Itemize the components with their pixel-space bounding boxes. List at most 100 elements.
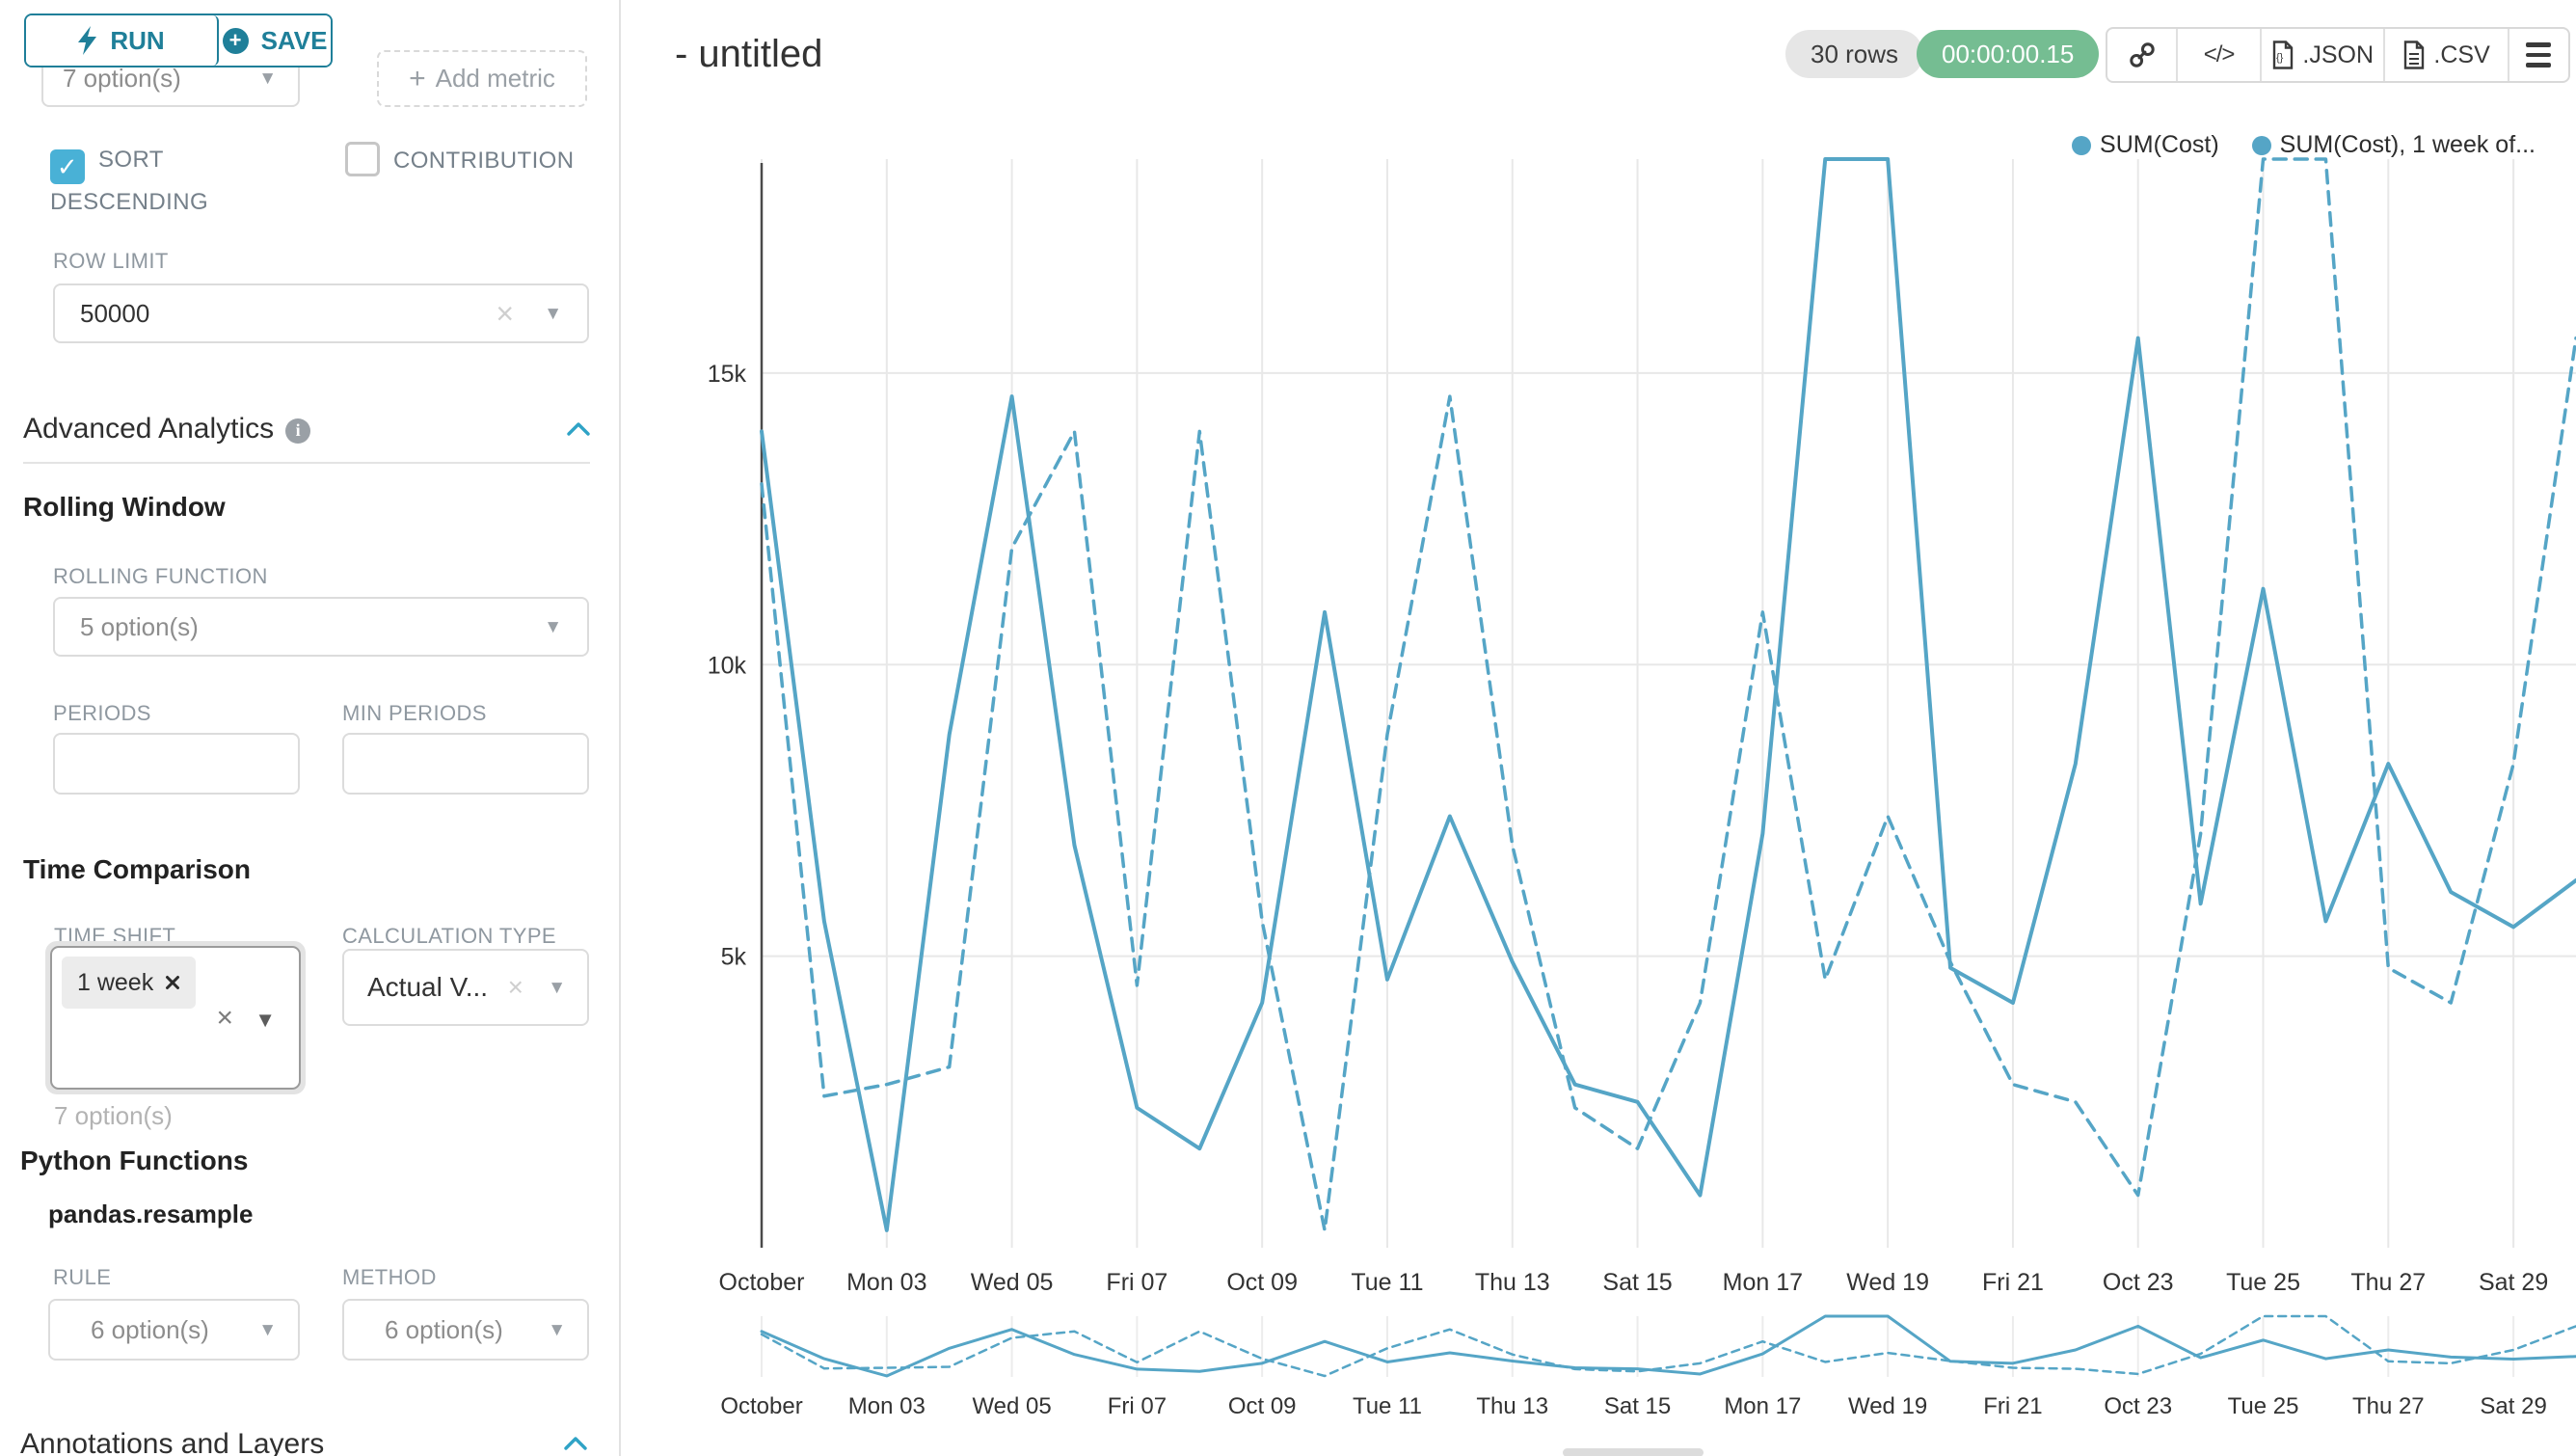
mini-x-axis-tick-label: Sat 15 (1604, 1393, 1671, 1419)
add-metric-label: Add metric (435, 64, 555, 93)
chevron-down-icon: ▼ (544, 616, 562, 637)
info-icon[interactable]: i (285, 418, 311, 444)
query-timer-badge: 00:00:00.15 (1917, 30, 2100, 78)
contribution-checkbox-row[interactable]: CONTRIBUTION (345, 142, 605, 179)
annotations-layers-header[interactable]: Annotations and Layers (20, 1428, 325, 1456)
chevron-down-icon[interactable]: ▼ (255, 1008, 276, 1032)
clear-icon[interactable]: × (507, 972, 523, 1002)
legend-label: SUM(Cost), 1 week of... (2279, 131, 2536, 158)
legend-dot-icon (2072, 135, 2092, 155)
copy-link-button[interactable] (2107, 29, 2179, 81)
embed-code-button[interactable]: </> (2178, 29, 2263, 81)
code-icon: </> (2203, 41, 2236, 67)
export-json-button[interactable]: {} .JSON (2262, 29, 2386, 81)
remove-tag-icon[interactable] (165, 975, 180, 990)
periods-input[interactable] (53, 733, 300, 795)
save-button[interactable]: + SAVE (219, 15, 331, 66)
link-icon (2129, 42, 2155, 67)
row-limit-select[interactable]: 50000 × ▼ (53, 283, 589, 343)
clear-icon[interactable]: × (216, 1002, 233, 1034)
sort-descending-label: SORT DESCENDING (50, 147, 209, 215)
collapse-chevron-up-icon[interactable] (564, 1437, 587, 1450)
time-shift-focus-ring: 1 week × ▼ (45, 941, 306, 1094)
mini-x-axis-tick-label: October (720, 1393, 802, 1419)
chart-title[interactable]: - untitled (675, 33, 823, 75)
horizontal-scrollbar-thumb[interactable] (1563, 1448, 1704, 1456)
chevron-down-icon: ▼ (548, 1319, 566, 1340)
control-panel: RUN + SAVE 7 option(s) ▼ + Add metric ✓ S… (0, 0, 621, 1456)
more-options-button[interactable] (2509, 29, 2568, 81)
mini-x-axis-tick-label: Oct 23 (2104, 1393, 2172, 1419)
x-axis-tick-label: Oct 09 (1226, 1269, 1298, 1296)
time-shift-multiselect[interactable]: 1 week × ▼ (50, 946, 301, 1090)
time-shift-tag-label: 1 week (77, 968, 154, 996)
x-axis-tick-label: Tue 25 (2226, 1269, 2300, 1296)
x-axis-tick-label: Mon 03 (846, 1269, 926, 1296)
advanced-analytics-header[interactable]: Advanced Analytics i (23, 413, 311, 445)
mini-x-axis-tick-label: Mon 03 (848, 1393, 926, 1419)
collapse-chevron-up-icon[interactable] (567, 422, 590, 436)
chevron-down-icon: ▼ (548, 977, 566, 998)
y-axis-tick-label: 15k (708, 361, 747, 388)
mini-series-line-dashed (760, 1314, 2576, 1378)
mini-x-axis-tick-label: Fri 21 (1983, 1393, 2042, 1419)
rolling-function-value: 5 option(s) (80, 611, 199, 641)
svg-text:{}: {} (2276, 52, 2284, 64)
lightning-icon (78, 26, 97, 55)
json-file-icon: {} (2273, 40, 2294, 69)
row-limit-label: ROW LIMIT (53, 249, 169, 273)
x-axis-tick-label: Tue 11 (1351, 1269, 1423, 1296)
rule-value: 6 option(s) (91, 1314, 209, 1344)
pandas-resample-label: pandas.resample (48, 1200, 254, 1228)
calculation-type-select[interactable]: Actual V... × ▼ (342, 949, 589, 1026)
advanced-analytics-title: Advanced Analytics (23, 413, 275, 445)
export-csv-button[interactable]: .CSV (2385, 29, 2509, 81)
y-axis-tick-label: 10k (708, 652, 747, 679)
add-metric-button[interactable]: + Add metric (377, 50, 587, 107)
calculation-type-value: Actual V... (367, 972, 489, 1002)
plus-icon: + (409, 62, 426, 94)
legend-item[interactable]: SUM(Cost), 1 week of... (2251, 131, 2536, 159)
x-axis-tick-label: October (719, 1269, 805, 1296)
series-line-solid (760, 157, 2576, 1232)
legend-label: SUM(Cost) (2100, 131, 2219, 158)
legend-item[interactable]: SUM(Cost) (2072, 131, 2219, 159)
run-button[interactable]: RUN (26, 15, 219, 66)
mini-x-axis-tick-label: Wed 19 (1848, 1393, 1927, 1419)
mini-x-axis-tick-label: Oct 09 (1228, 1393, 1297, 1419)
x-axis-tick-label: Sat 15 (1602, 1269, 1672, 1296)
export-json-label: .JSON (2302, 40, 2375, 68)
method-select[interactable]: 6 option(s) ▼ (342, 1299, 589, 1361)
rule-select[interactable]: 6 option(s) ▼ (48, 1299, 300, 1361)
mini-x-axis-tick-label: Thu 13 (1476, 1393, 1548, 1419)
sort-descending-checkbox[interactable]: ✓ (50, 149, 85, 184)
save-button-label: SAVE (260, 25, 328, 55)
x-axis-tick-label: Sat 29 (2479, 1269, 2548, 1296)
chevron-down-icon: ▼ (258, 1319, 277, 1340)
chevron-down-icon: ▼ (258, 68, 277, 89)
section-divider (23, 462, 590, 464)
export-button-group: </> {} .JSON .CSV (2106, 27, 2570, 83)
time-shift-hint: 7 option(s) (54, 1101, 173, 1130)
mini-x-axis-tick-label: Wed 05 (972, 1393, 1051, 1419)
mini-x-axis-tick-label: Sat 29 (2480, 1393, 2546, 1419)
plus-circle-icon: + (222, 27, 249, 54)
x-axis-tick-label: Mon 17 (1723, 1269, 1803, 1296)
rolling-function-select[interactable]: 5 option(s) ▼ (53, 597, 589, 657)
row-count-badge: 30 rows (1785, 30, 1924, 78)
mini-x-axis-tick-label: Tue 11 (1353, 1393, 1422, 1419)
x-axis-tick-label: Wed 05 (971, 1269, 1054, 1296)
run-button-label: RUN (110, 25, 165, 55)
clear-icon[interactable]: × (496, 296, 514, 331)
sort-descending-checkbox-row[interactable]: ✓ SORT DESCENDING (50, 142, 291, 221)
contribution-checkbox[interactable] (345, 142, 380, 176)
min-periods-input[interactable] (342, 733, 589, 795)
method-label: METHOD (342, 1265, 437, 1289)
chart-legend: SUM(Cost) SUM(Cost), 1 week of... (2072, 131, 2536, 159)
time-comparison-title: Time Comparison (23, 854, 251, 884)
rule-label: RULE (53, 1265, 112, 1289)
export-csv-label: .CSV (2433, 40, 2490, 68)
periods-label: PERIODS (53, 701, 151, 725)
